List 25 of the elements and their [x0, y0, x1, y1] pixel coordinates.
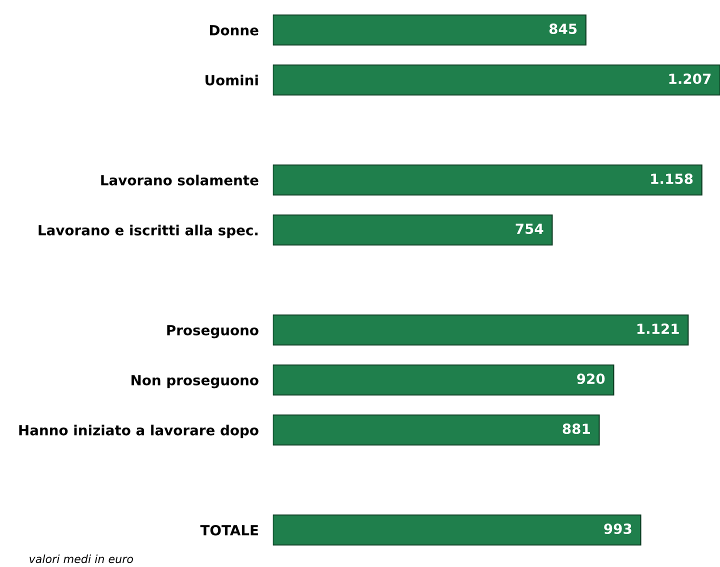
data-label: 993 — [604, 524, 632, 534]
data-label: 1.207 — [669, 74, 711, 84]
y-tick-label: Hanno iniziato a lavorare dopo — [19, 424, 258, 438]
data-label: 920 — [577, 374, 605, 384]
bar — [272, 364, 614, 396]
bar — [272, 14, 586, 46]
y-tick-label: Lavorano solamente — [101, 174, 258, 186]
data-label: 754 — [516, 224, 544, 234]
bar — [272, 514, 642, 546]
text: valori medi in euro — [30, 554, 133, 564]
bar — [272, 314, 689, 346]
y-tick-label: Lavorano e iscritti alla spec. — [38, 224, 258, 238]
y-tick-label: Non proseguono — [132, 375, 258, 388]
y-tick-label: Uomini — [206, 74, 258, 86]
data-label: 845 — [549, 24, 577, 34]
data-label: 881 — [562, 424, 590, 434]
bar — [272, 64, 720, 96]
bar — [272, 164, 702, 196]
bar — [272, 414, 600, 446]
y-tick-label: Proseguono — [167, 325, 258, 338]
y-tick-label: Donne — [210, 25, 258, 36]
y-tick-label: TOTALE — [200, 524, 258, 536]
data-label: 1.158 — [651, 174, 693, 184]
data-label: 1.121 — [637, 324, 679, 334]
bar — [272, 214, 553, 246]
